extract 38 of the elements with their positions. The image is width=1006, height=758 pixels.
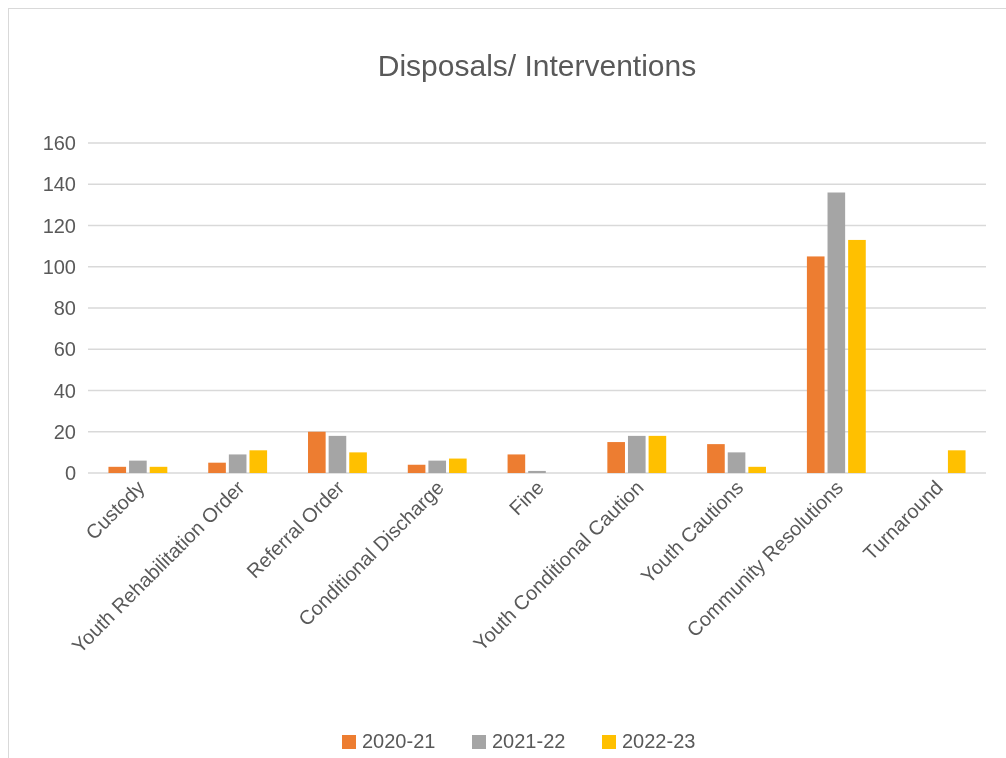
bar	[648, 435, 667, 473]
y-tick-label: 0	[64, 462, 76, 484]
y-tick-label: 100	[42, 255, 76, 278]
legend-label: 2021-22	[492, 730, 566, 752]
bar	[806, 256, 825, 473]
y-tick-label: 60	[53, 338, 76, 361]
bar	[308, 431, 326, 473]
y-tick-label: 20	[53, 420, 76, 443]
bar	[349, 452, 367, 473]
bar	[627, 435, 646, 473]
bar	[727, 452, 746, 473]
bar	[407, 464, 426, 473]
y-tick-label: 140	[42, 173, 76, 196]
bar	[149, 466, 168, 473]
y-tick-label: 120	[42, 214, 76, 237]
bar	[208, 462, 226, 473]
bar	[249, 450, 268, 473]
bar	[607, 442, 625, 473]
x-tick-label: Fine	[504, 476, 548, 520]
bar	[108, 466, 127, 473]
y-tick-label: 160	[42, 132, 76, 154]
bar	[507, 454, 526, 473]
bar	[827, 192, 846, 473]
bar	[947, 450, 966, 473]
y-tick-label: 40	[53, 379, 76, 402]
bar	[328, 435, 347, 473]
y-tick-label: 80	[53, 297, 76, 319]
bar	[748, 466, 766, 473]
bar	[848, 239, 866, 473]
chart-title: Disposals/ Interventions	[377, 49, 697, 82]
bar	[129, 460, 147, 473]
bar	[228, 454, 247, 473]
bar	[428, 460, 447, 473]
bar	[528, 470, 546, 473]
bar	[449, 458, 467, 473]
bar	[707, 444, 725, 473]
legend-label: 2020-21	[362, 730, 436, 752]
legend-label: 2022-23	[622, 730, 696, 752]
